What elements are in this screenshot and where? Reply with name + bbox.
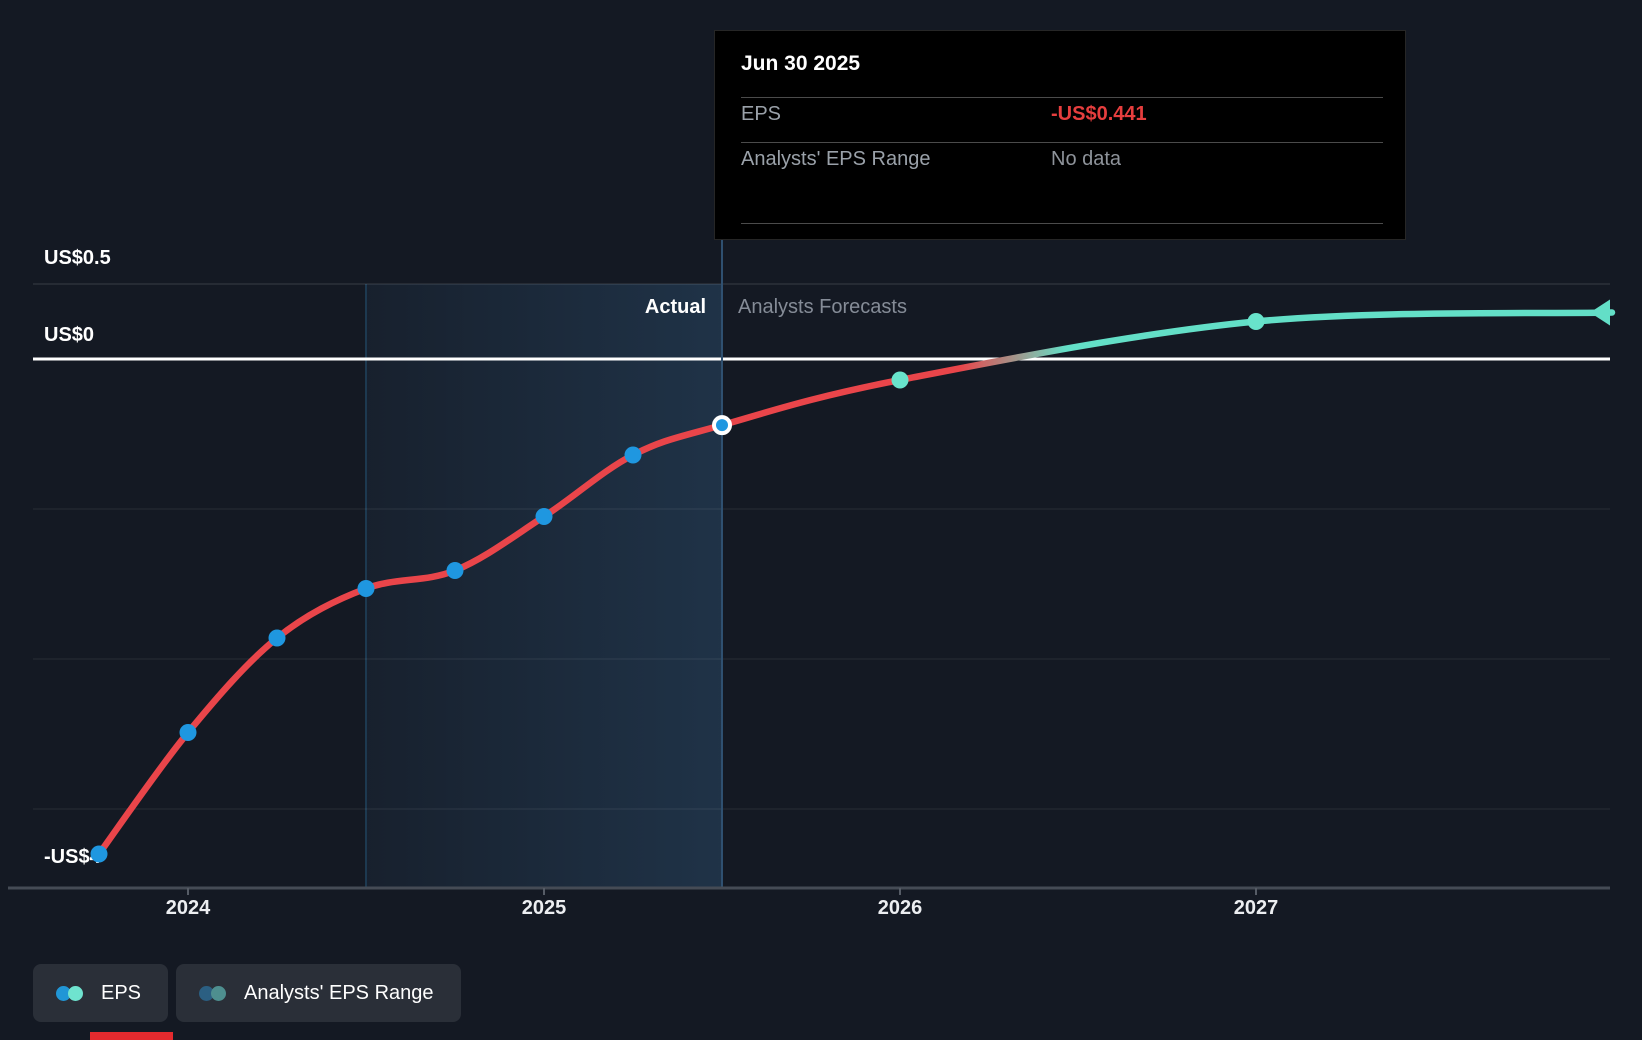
y-axis-label-zero: US$0 — [44, 324, 95, 346]
tooltip-range-label: Analysts' EPS Range — [741, 148, 931, 170]
range-teal-dot-icon — [211, 985, 227, 1001]
forecast-end-arrow — [1590, 299, 1610, 326]
data-point-actual-1[interactable] — [179, 724, 197, 741]
legend-eps-label: EPS — [101, 981, 142, 1004]
eps-teal-dot-icon — [68, 985, 83, 1001]
data-point-actual-4[interactable] — [446, 562, 464, 579]
data-point-actual-highlighted[interactable] — [712, 415, 732, 436]
data-point-actual-6[interactable] — [624, 446, 642, 464]
data-point-forecast-0[interactable] — [891, 371, 909, 389]
x-axis-label-2026: 2026 — [877, 897, 923, 919]
legend-item-eps[interactable]: EPS — [33, 964, 169, 1022]
highlight-band — [366, 284, 722, 888]
data-point-forecast-1[interactable] — [1247, 313, 1265, 330]
tooltip-eps-value: -US$0.441 — [1051, 103, 1147, 125]
y-axis-label-top: US$0.5 — [44, 247, 111, 269]
eps-blue-dot-icon — [56, 985, 71, 1001]
data-point-actual-0[interactable] — [90, 845, 108, 863]
x-axis-label-2024: 2024 — [165, 897, 211, 919]
red-strip — [90, 1032, 173, 1040]
tooltip-divider — [741, 97, 1383, 98]
actual-zone-label: Actual — [644, 296, 706, 318]
x-axis-label-2025: 2025 — [521, 897, 567, 919]
forecast-zone-label: Analysts Forecasts — [738, 296, 907, 318]
tooltip-divider — [741, 223, 1383, 224]
x-axis-label-2027: 2027 — [1233, 897, 1279, 919]
y-axis-label-bottom: -US$4 — [44, 846, 101, 868]
range-legend-dots — [199, 985, 227, 1001]
tooltip-date: Jun 30 2025 — [741, 52, 861, 75]
eps-legend-dots — [56, 985, 83, 1001]
data-point-actual-5[interactable] — [535, 508, 553, 525]
tooltip-range-value: No data — [1051, 148, 1122, 170]
range-blue-dot-icon — [199, 985, 215, 1001]
legend-item-eps-range[interactable]: Analysts' EPS Range — [176, 964, 461, 1022]
data-point-actual-3[interactable] — [357, 580, 375, 597]
data-point-actual-2[interactable] — [268, 629, 286, 647]
tooltip-eps-label: EPS — [741, 103, 782, 125]
eps-line — [95, 309, 1616, 858]
tooltip: Jun 30 2025 EPS -US$0.441 Analysts' EPS … — [714, 30, 1406, 240]
tooltip-divider — [741, 142, 1383, 143]
legend: EPS Analysts' EPS Range — [33, 964, 461, 1022]
legend-range-label: Analysts' EPS Range — [244, 981, 434, 1004]
